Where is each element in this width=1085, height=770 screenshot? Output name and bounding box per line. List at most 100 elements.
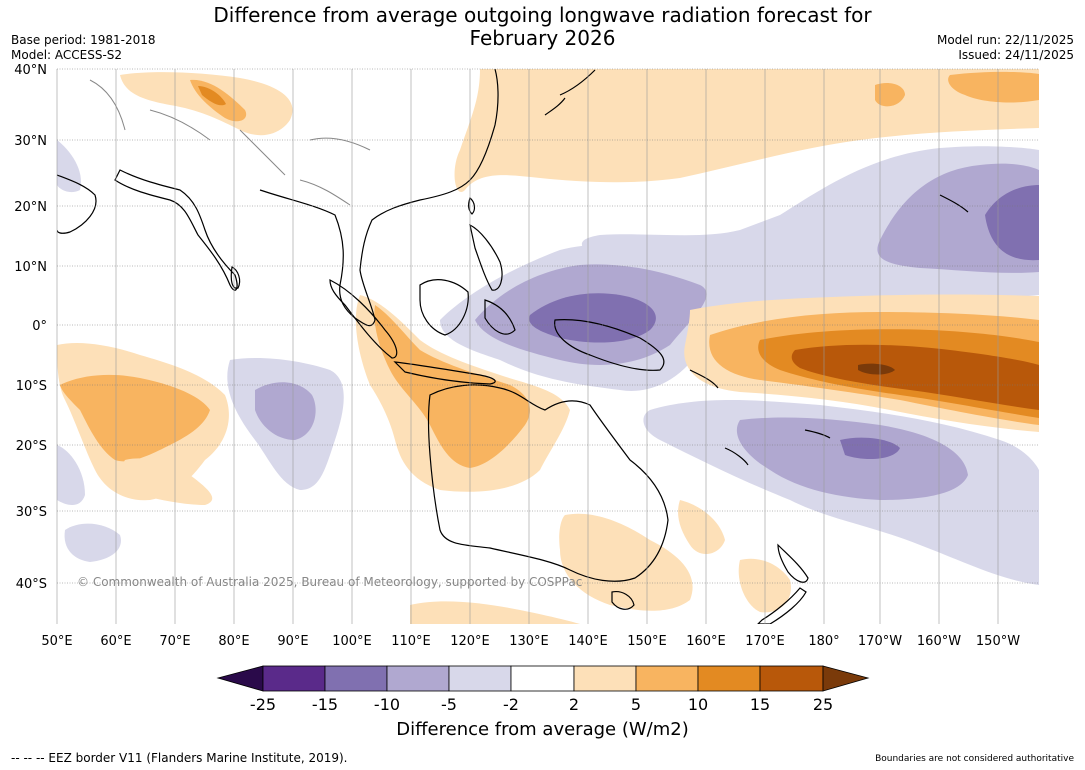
coast-nz-south <box>757 587 807 624</box>
anomaly-neg5-indian <box>255 382 316 440</box>
map-title: Difference from average outgoing longwav… <box>0 4 1085 50</box>
colorbar-tick: 2 <box>569 695 579 714</box>
coast-tasmania <box>611 591 635 610</box>
colorbar-tick: -25 <box>250 695 276 714</box>
lat-label: 20°S <box>16 439 47 454</box>
anomaly-neg2-sw-indian-2 <box>57 445 85 505</box>
lat-label: 10°S <box>16 379 47 394</box>
anomaly-neg2-sw-indian <box>64 523 121 562</box>
anomaly-pos5-north-pacific <box>948 71 1039 103</box>
colorbar-bin <box>510 665 575 692</box>
anomaly-neg10-south-pacific <box>840 437 900 460</box>
colorbar-tick: 15 <box>750 695 770 714</box>
lon-labels: 50°E 60°E 70°E 80°E 90°E 100°E 110°E 120… <box>41 634 1020 649</box>
anomaly-pos10-himalaya <box>198 86 226 106</box>
coast-sumatra <box>329 279 398 359</box>
coast-hawaii <box>939 194 969 213</box>
colorbar <box>216 665 870 692</box>
coast-taiwan <box>468 196 476 215</box>
lat-label: 20°N <box>14 200 47 215</box>
anomaly-neg10-maritime <box>529 293 656 343</box>
lon-label: 150°W <box>976 634 1020 649</box>
coastlines <box>57 69 969 624</box>
anomaly-pos5-west-indian <box>60 374 210 462</box>
anomaly-pos2-madagascar <box>122 458 213 505</box>
anomaly-pos2-south-australia-2 <box>678 500 725 555</box>
lon-label: 160°E <box>686 634 726 649</box>
colorbar-bin <box>448 665 512 692</box>
coast-srilanka <box>230 266 241 289</box>
lon-label: 160°W <box>917 634 961 649</box>
title-line-1: Difference from average outgoing longwav… <box>213 3 872 27</box>
gridlines <box>56 69 999 624</box>
coast-pacific-islands <box>689 369 831 466</box>
lon-label: 180° <box>808 634 839 649</box>
anomaly-pos2-asia <box>120 72 293 136</box>
colorbar-min-arrow <box>216 665 264 692</box>
model-run: Model run: 22/11/2025 <box>936 33 1074 47</box>
anomaly-pos2-south-australia <box>559 513 693 611</box>
colorbar-tick: -2 <box>503 695 519 714</box>
lat-label: 40°N <box>14 63 47 78</box>
coast-new-guinea <box>554 319 665 371</box>
meta-right: Model run: 22/11/2025 Issued: 24/11/2025 <box>937 33 1074 63</box>
anomaly-neg10-north-pacific <box>985 185 1039 261</box>
lon-label: 110°E <box>391 634 431 649</box>
lon-label: 70°E <box>159 634 190 649</box>
lon-label: 80°E <box>218 634 249 649</box>
lon-label: 170°W <box>858 634 902 649</box>
colorbar-bin <box>262 665 326 692</box>
colorbar-bin <box>324 665 388 692</box>
lat-labels: 40°N 30°N 20°N 10°N 0° 10°S 20°S 30°S 40… <box>14 63 47 592</box>
copyright-text: © Commonwealth of Australia 2025, Bureau… <box>77 575 582 589</box>
meta-left: Base period: 1981-2018 Model: ACCESS-S2 <box>11 33 156 63</box>
lon-label: 50°E <box>41 634 72 649</box>
colorbar-bin <box>759 665 824 692</box>
issued-date: Issued: 24/11/2025 <box>958 48 1074 62</box>
lon-label: 120°E <box>450 634 490 649</box>
eez-legend: -- -- -- EEZ border V11 (Flanders Marine… <box>11 751 348 765</box>
border-asia <box>89 79 371 206</box>
base-period: Base period: 1981-2018 <box>11 33 156 47</box>
lon-label: 60°E <box>100 634 131 649</box>
title-line-2: February 2026 <box>469 26 616 50</box>
coast-sulawesi <box>484 299 516 335</box>
lon-label: 90°E <box>277 634 308 649</box>
coast-philippines <box>469 223 503 291</box>
lon-label: 130°E <box>509 634 549 649</box>
colorbar-tick: -15 <box>312 695 338 714</box>
lon-label: 170°E <box>745 634 785 649</box>
coast-borneo <box>419 279 469 336</box>
colorbar-ticks: -25 -15 -10 -5 -2 2 5 10 15 25 <box>250 695 833 714</box>
colorbar-bin <box>635 665 699 692</box>
lat-label: 30°N <box>14 134 47 149</box>
coast-seasia <box>259 69 499 327</box>
anomaly-pos5-north-pacific-2 <box>875 83 905 107</box>
model-name: Model: ACCESS-S2 <box>11 48 123 62</box>
colorbar-tick: 10 <box>688 695 708 714</box>
colorbar-label: Difference from average (W/m2) <box>396 719 689 740</box>
country-borders <box>89 79 371 206</box>
colorbar-bin <box>697 665 761 692</box>
coast-java <box>393 361 496 385</box>
lat-label: 40°S <box>16 577 47 592</box>
map-area <box>57 69 1039 624</box>
anomaly-neg5-south-pacific <box>736 417 968 500</box>
coast-arabia <box>57 174 97 234</box>
lon-label: 100°E <box>332 634 372 649</box>
lon-label: 140°E <box>568 634 608 649</box>
colorbar-bin <box>573 665 637 692</box>
colorbar-tick: -5 <box>441 695 457 714</box>
lat-label: 0° <box>32 319 47 334</box>
colorbar-tick: -10 <box>374 695 400 714</box>
colorbar-tick: 25 <box>813 695 833 714</box>
coast-japan <box>544 69 596 116</box>
colorbar-bin <box>386 665 450 692</box>
colorbar-tick: 5 <box>631 695 641 714</box>
anomaly-pos2-south-ocean <box>410 601 580 624</box>
anomaly-pos15-equatorial-pacific <box>791 344 1039 410</box>
coast-australia <box>427 384 669 582</box>
lat-label: 10°N <box>14 260 47 275</box>
coast-nz-north <box>777 543 809 583</box>
